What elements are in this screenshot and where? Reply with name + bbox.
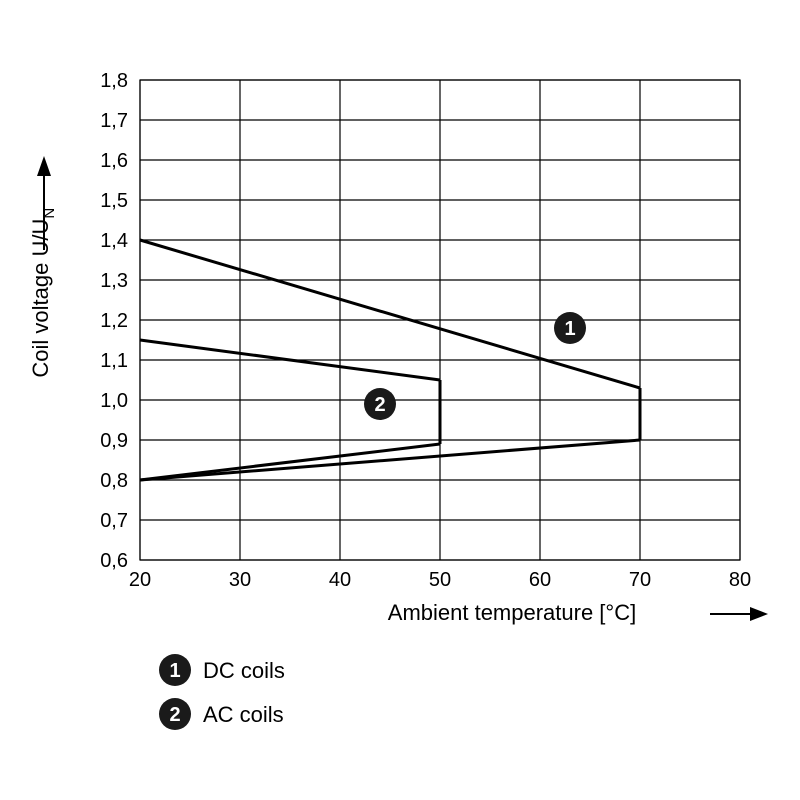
badge-dc-coils-text: 1 <box>564 318 575 340</box>
x-tick-label: 70 <box>629 569 651 591</box>
y-tick-label: 1,4 <box>100 230 128 252</box>
badge-ac-coils-text: 2 <box>374 394 385 416</box>
x-tick-label: 80 <box>729 569 751 591</box>
y-tick-label: 1,6 <box>100 150 128 172</box>
y-tick-label: 0,6 <box>100 550 128 572</box>
legend-badge-ac-coils-num: 2 <box>169 704 180 726</box>
coil-voltage-chart: 20 30 40 50 60 70 80 0,6 0,7 0,8 0,9 1,0 1,1 1,2 1,3 1,… <box>0 0 800 800</box>
y-axis-arrow-head <box>37 156 51 176</box>
y-tick-label: 1,1 <box>100 350 128 372</box>
y-tick-label: 0,7 <box>100 510 128 532</box>
y-tick-label: 1,3 <box>100 270 128 292</box>
legend-badge-dc-coils-num: 1 <box>169 660 180 682</box>
x-axis-label: Ambient temperature [°C] <box>388 600 636 625</box>
x-axis-arrow-head <box>750 607 768 621</box>
x-tick-label: 60 <box>529 569 551 591</box>
y-tick-label: 1,7 <box>100 110 128 132</box>
x-tick-label: 30 <box>229 569 251 591</box>
y-tick-label: 1,8 <box>100 70 128 92</box>
y-tick-label: 0,8 <box>100 470 128 492</box>
series-dc-coils-bottom <box>140 440 640 480</box>
legend-label-ac-coils: AC coils <box>203 702 284 727</box>
x-tick-label: 50 <box>429 569 451 591</box>
x-tick-label: 20 <box>129 569 151 591</box>
chart-svg: 20 30 40 50 60 70 80 0,6 0,7 0,8 0,9 1,0 1,1 1,2 1,3 1,… <box>0 0 800 800</box>
y-tick-label: 1,5 <box>100 190 128 212</box>
y-tick-label: 1,2 <box>100 310 128 332</box>
series-ac-coils-bottom <box>140 444 440 480</box>
y-tick-label: 1,0 <box>100 390 128 412</box>
y-tick-label: 0,9 <box>100 430 128 452</box>
legend-label-dc-coils: DC coils <box>203 658 285 683</box>
x-tick-label: 40 <box>329 569 351 591</box>
